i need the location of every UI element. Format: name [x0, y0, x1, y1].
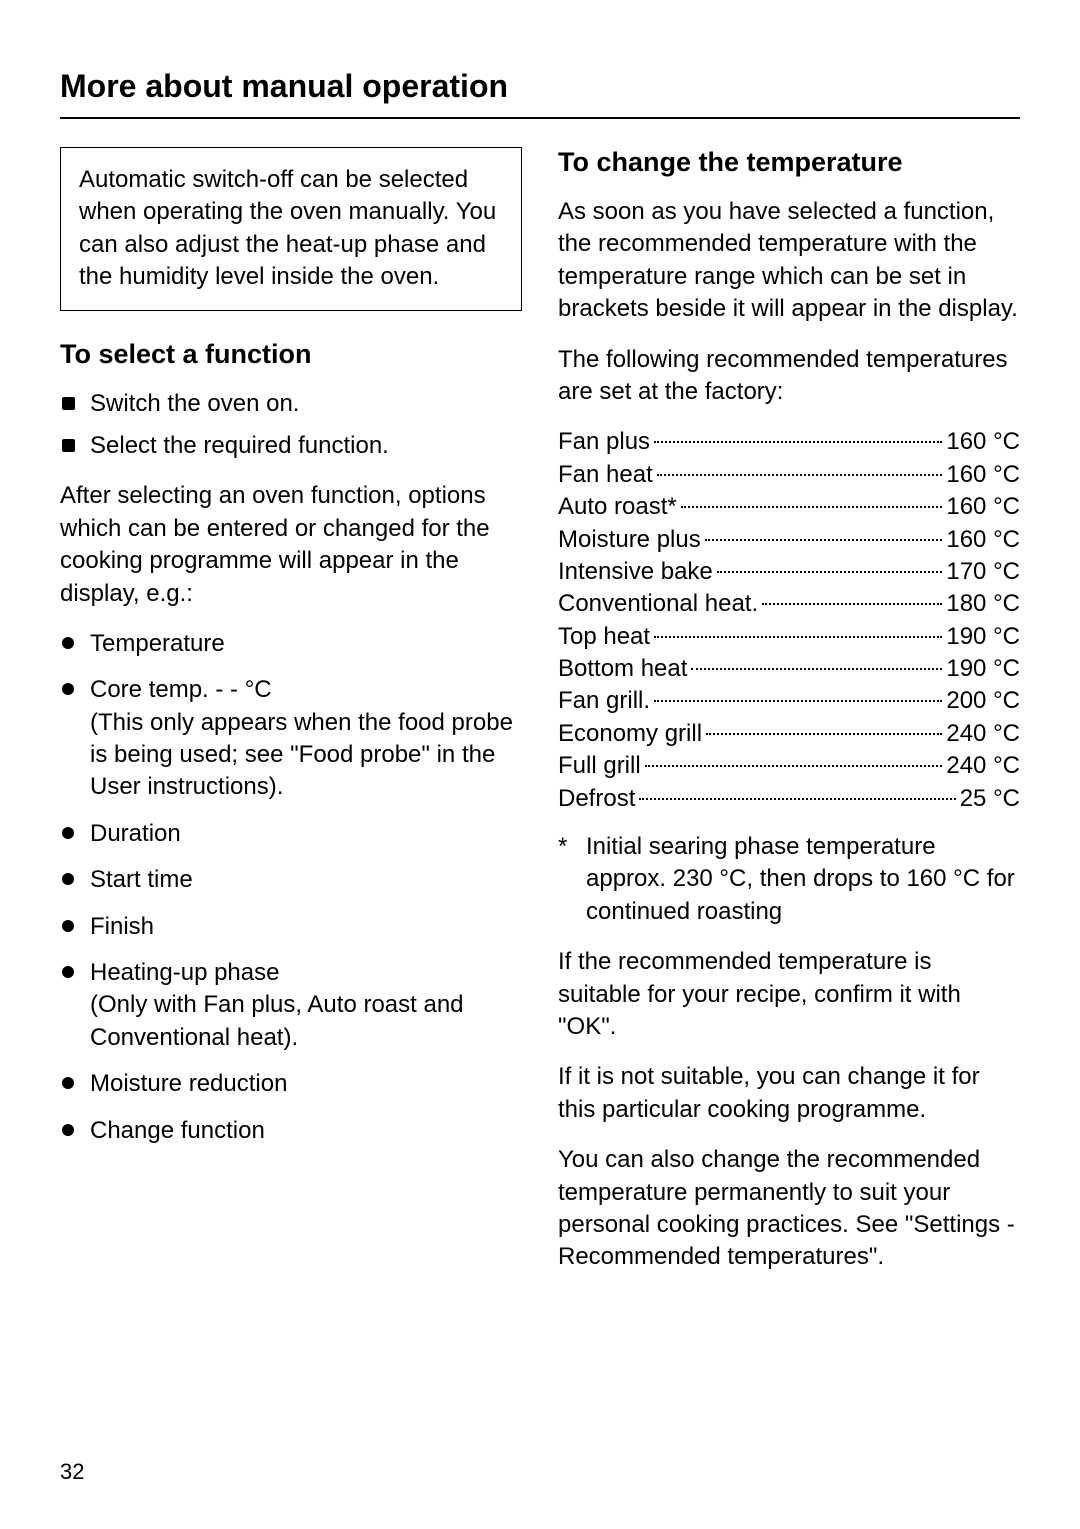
temperature-list: Fan plus 160 °C Fan heat 160 °C Auto roa…	[558, 426, 1020, 815]
temp-row: Bottom heat 190 °C	[558, 653, 1020, 685]
temp-label: Top heat	[558, 621, 650, 653]
option-label: Start time	[90, 866, 193, 893]
temp-leader-dots	[717, 571, 943, 573]
option-item: Core temp. - - °C (This only appears whe…	[60, 674, 522, 804]
temp-row: Auto roast* 160 °C	[558, 491, 1020, 523]
temp-intro-1: As soon as you have selected a function,…	[558, 196, 1020, 326]
temp-label: Full grill	[558, 750, 641, 782]
temp-label: Bottom heat	[558, 653, 687, 685]
temp-value: 170 °C	[946, 556, 1020, 588]
temp-leader-dots	[691, 668, 942, 670]
info-box: Automatic switch-off can be selected whe…	[60, 147, 522, 311]
temp-value: 160 °C	[946, 459, 1020, 491]
temp-label: Intensive bake	[558, 556, 713, 588]
temp-label: Fan heat	[558, 459, 653, 491]
option-label: Core temp. - - °C	[90, 676, 272, 703]
option-item: Start time	[60, 864, 522, 896]
footnote-mark: *	[558, 831, 586, 928]
temp-value: 160 °C	[946, 426, 1020, 458]
section-heading-change-temperature: To change the temperature	[558, 147, 1020, 178]
page-title: More about manual operation	[60, 68, 1020, 119]
temp-value: 160 °C	[946, 491, 1020, 523]
option-sub: (Only with Fan plus, Auto roast and Conv…	[90, 989, 522, 1054]
option-item: Duration	[60, 818, 522, 850]
temp-label: Fan grill.	[558, 685, 650, 717]
temp-value: 200 °C	[946, 685, 1020, 717]
temp-label: Auto roast*	[558, 491, 677, 523]
option-label: Heating-up phase	[90, 959, 279, 986]
temp-label: Conventional heat.	[558, 588, 758, 620]
temp-leader-dots	[645, 765, 943, 767]
step-item: Select the required function.	[60, 430, 522, 462]
temp-leader-dots	[639, 798, 955, 800]
temp-leader-dots	[657, 474, 943, 476]
option-label: Moisture reduction	[90, 1070, 287, 1097]
option-item: Finish	[60, 911, 522, 943]
footnote-text: Initial searing phase temperature approx…	[586, 831, 1020, 928]
temp-row: Fan grill. 200 °C	[558, 685, 1020, 717]
option-item: Temperature	[60, 628, 522, 660]
temp-leader-dots	[654, 700, 942, 702]
temp-value: 190 °C	[946, 653, 1020, 685]
options-list: Temperature Core temp. - - °C (This only…	[60, 628, 522, 1147]
temp-leader-dots	[681, 506, 943, 508]
temp-label: Economy grill	[558, 718, 702, 750]
temp-row: Full grill 240 °C	[558, 750, 1020, 782]
section-heading-select-function: To select a function	[60, 339, 522, 370]
temp-leader-dots	[762, 603, 942, 605]
temp-leader-dots	[654, 441, 942, 443]
temp-value: 190 °C	[946, 621, 1020, 653]
temp-leader-dots	[705, 539, 943, 541]
option-label: Change function	[90, 1117, 265, 1144]
right-column: To change the temperature As soon as you…	[558, 147, 1020, 1292]
option-item: Moisture reduction	[60, 1068, 522, 1100]
step-item: Switch the oven on.	[60, 388, 522, 420]
page-number: 32	[60, 1459, 84, 1485]
temp-p4: If it is not suitable, you can change it…	[558, 1061, 1020, 1126]
temperature-footnote: * Initial searing phase temperature appr…	[558, 831, 1020, 928]
temp-label: Defrost	[558, 783, 635, 815]
two-column-layout: Automatic switch-off can be selected whe…	[60, 147, 1020, 1292]
temp-value: 240 °C	[946, 718, 1020, 750]
temp-label: Moisture plus	[558, 524, 701, 556]
temp-row: Fan plus 160 °C	[558, 426, 1020, 458]
temp-intro-2: The following recommended temperatures a…	[558, 344, 1020, 409]
temp-value: 240 °C	[946, 750, 1020, 782]
temp-row: Fan heat 160 °C	[558, 459, 1020, 491]
temp-row: Defrost 25 °C	[558, 783, 1020, 815]
option-item: Heating-up phase (Only with Fan plus, Au…	[60, 957, 522, 1054]
temp-value: 25 °C	[960, 783, 1020, 815]
temp-value: 160 °C	[946, 524, 1020, 556]
temp-label: Fan plus	[558, 426, 650, 458]
temp-row: Top heat 190 °C	[558, 621, 1020, 653]
option-item: Change function	[60, 1115, 522, 1147]
temp-leader-dots	[706, 733, 942, 735]
option-label: Duration	[90, 820, 181, 847]
left-column: Automatic switch-off can be selected whe…	[60, 147, 522, 1292]
temp-leader-dots	[654, 636, 942, 638]
temp-p5: You can also change the recommended temp…	[558, 1144, 1020, 1274]
temp-value: 180 °C	[946, 588, 1020, 620]
steps-list: Switch the oven on. Select the required …	[60, 388, 522, 463]
option-sub: (This only appears when the food probe i…	[90, 707, 522, 804]
option-label: Temperature	[90, 630, 225, 657]
temp-row: Economy grill 240 °C	[558, 718, 1020, 750]
option-label: Finish	[90, 913, 154, 940]
temp-row: Moisture plus 160 °C	[558, 524, 1020, 556]
temp-p3: If the recommended temperature is suitab…	[558, 946, 1020, 1043]
temp-row: Intensive bake 170 °C	[558, 556, 1020, 588]
temp-row: Conventional heat. 180 °C	[558, 588, 1020, 620]
options-intro: After selecting an oven function, option…	[60, 480, 522, 610]
